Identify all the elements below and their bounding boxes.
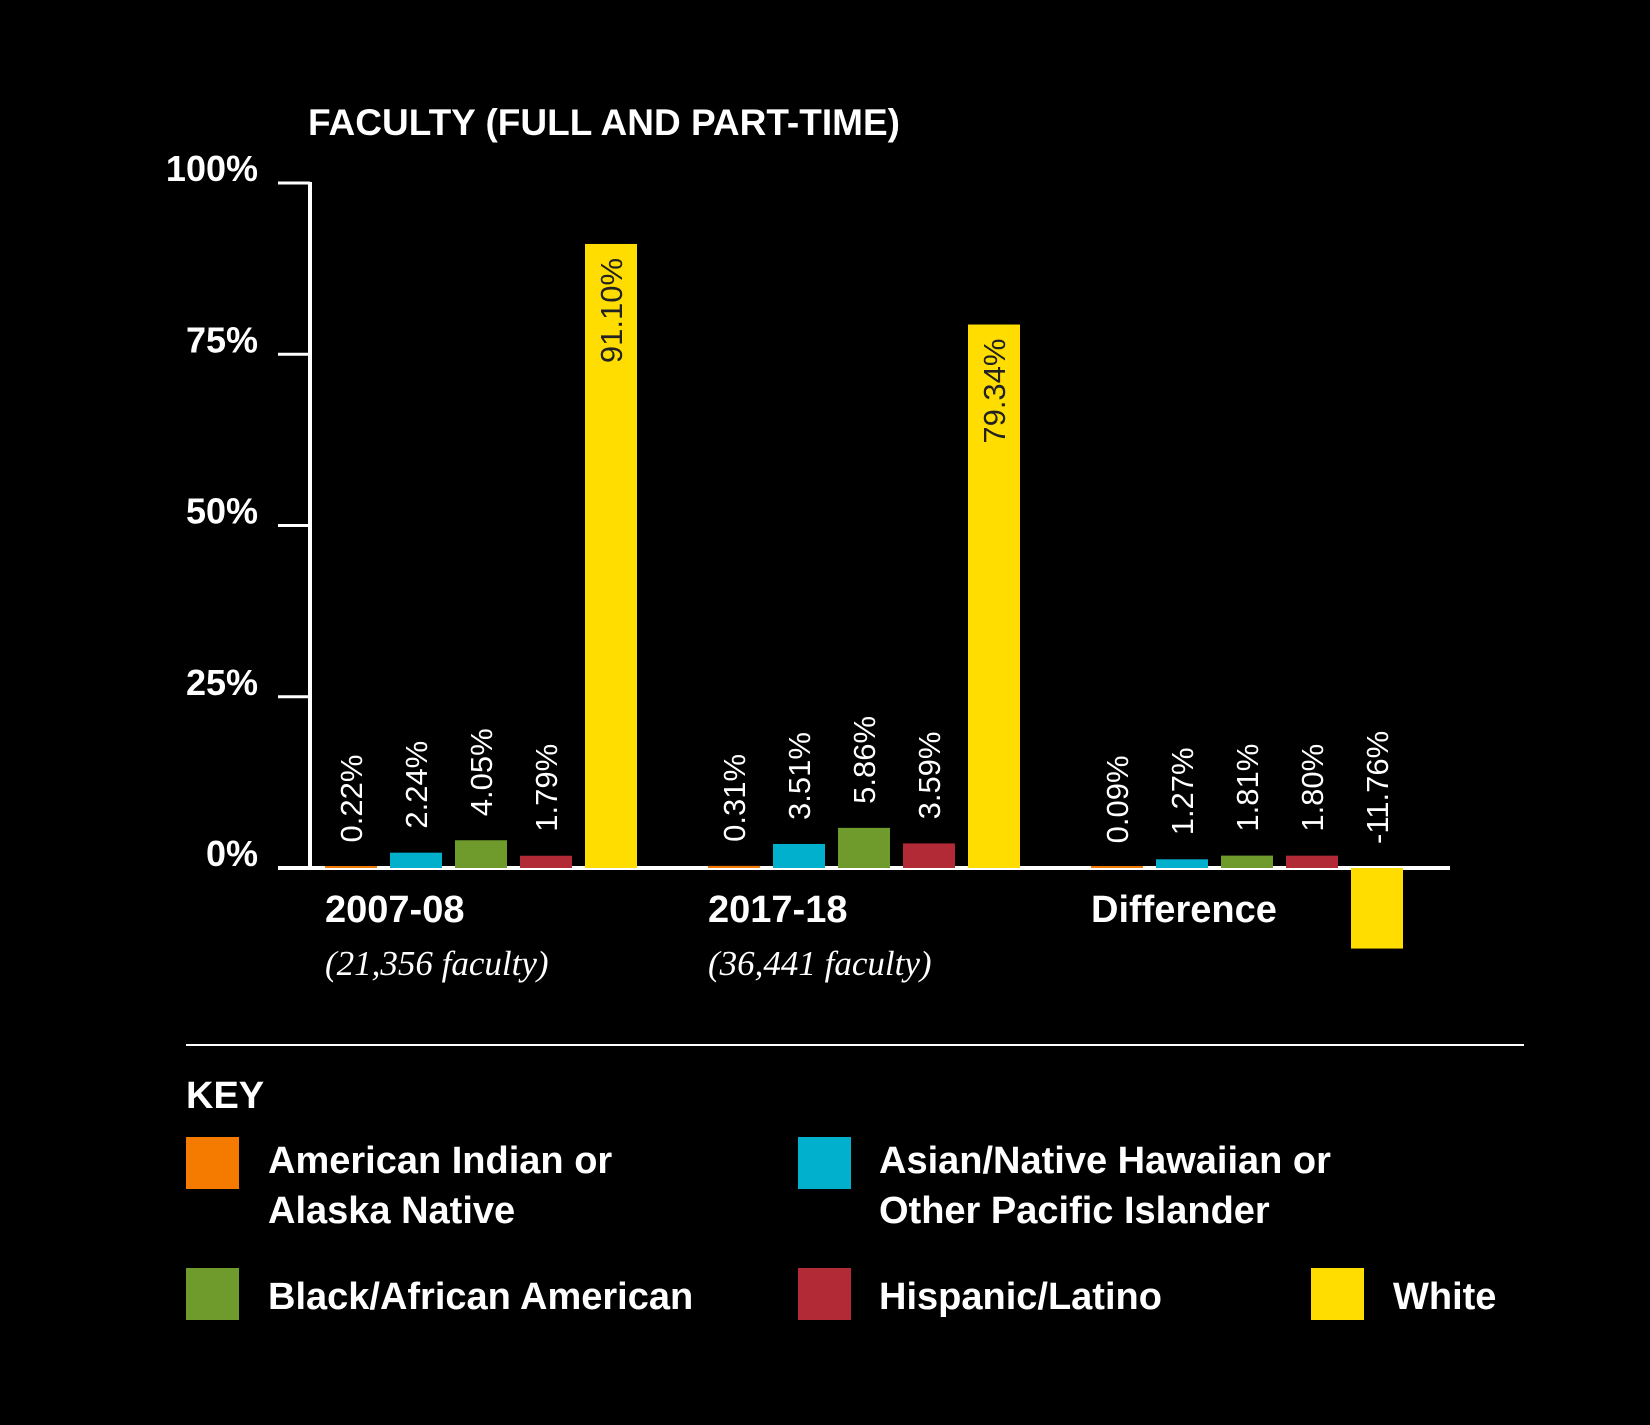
- chart-bar-labels: 0.22% 2.24% 4.05% 1.79% 91.10% 0.31% 3.51% 5.86…: [334, 258, 1395, 844]
- bar-value-label: 0.09%: [1100, 755, 1135, 843]
- bar-value-label: 1.27%: [1165, 747, 1200, 835]
- legend-label: Asian/Native Hawaiian or: [879, 1140, 1331, 1182]
- bar-value-label: 1.80%: [1295, 744, 1330, 832]
- legend-label: White: [1393, 1276, 1496, 1318]
- bar-value-label: -11.76%: [1360, 731, 1395, 844]
- bar-value-label: 0.22%: [334, 755, 369, 843]
- bar-1-3: [903, 843, 955, 868]
- category-label: Difference: [1091, 889, 1277, 931]
- legend-swatch: [798, 1137, 851, 1189]
- chart-category-labels: 2007-08 (21,356 faculty) 2017-18 (36,441 fa…: [325, 889, 1277, 983]
- bar-2-4: [1351, 868, 1403, 949]
- legend-title: KEY: [186, 1075, 264, 1117]
- bar-1-4: [968, 324, 1020, 868]
- y-tick-label: 25%: [186, 662, 258, 703]
- y-tick-label: 0%: [206, 833, 258, 874]
- legend-label: American Indian or: [268, 1140, 612, 1182]
- category-label: 2007-08: [325, 889, 464, 931]
- bar-1-1: [773, 843, 825, 868]
- legend-label: Hispanic/Latino: [879, 1276, 1162, 1318]
- legend-swatch: [1311, 1268, 1364, 1320]
- bar-0-4: [585, 243, 637, 869]
- bar-2-0: [1091, 866, 1143, 868]
- legend-label: Other Pacific Islander: [879, 1190, 1270, 1232]
- bar-1-2: [838, 827, 890, 868]
- category-subtitle: (36,441 faculty): [708, 944, 932, 983]
- bar-2-3: [1286, 855, 1338, 868]
- y-tick-label: 50%: [186, 491, 258, 532]
- bar-value-label: 4.05%: [464, 728, 499, 816]
- y-tick-label: 100%: [166, 148, 258, 189]
- bar-value-label: 5.86%: [847, 716, 882, 804]
- category-label: 2017-18: [708, 889, 847, 931]
- bar-1-0: [708, 865, 760, 868]
- bar-value-label: 1.79%: [529, 744, 564, 832]
- bar-value-label: 3.59%: [912, 732, 947, 820]
- legend-swatch: [186, 1268, 239, 1320]
- category-subtitle: (21,356 faculty): [325, 944, 549, 983]
- legend-swatch: [798, 1268, 851, 1320]
- bar-0-3: [520, 855, 572, 868]
- bar-0-1: [390, 852, 442, 868]
- chart-title: FACULTY (FULL AND PART-TIME): [308, 102, 900, 143]
- bar-2-2: [1221, 855, 1273, 868]
- bar-value-label: 0.31%: [717, 754, 752, 842]
- bar-0-2: [455, 840, 507, 868]
- bar-value-label: 1.81%: [1230, 744, 1265, 832]
- legend-label: Black/African American: [268, 1276, 693, 1318]
- bar-value-label: 79.34%: [977, 339, 1012, 444]
- legend-swatch: [186, 1137, 239, 1189]
- legend-label: Alaska Native: [268, 1190, 515, 1232]
- bar-value-label: 3.51%: [782, 732, 817, 820]
- bar-value-label: 91.10%: [594, 258, 629, 363]
- chart-bars: [325, 243, 1403, 949]
- y-tick-label: 75%: [186, 319, 258, 360]
- bar-0-0: [325, 866, 377, 868]
- bar-2-1: [1156, 859, 1208, 868]
- bar-value-label: 2.24%: [399, 741, 434, 829]
